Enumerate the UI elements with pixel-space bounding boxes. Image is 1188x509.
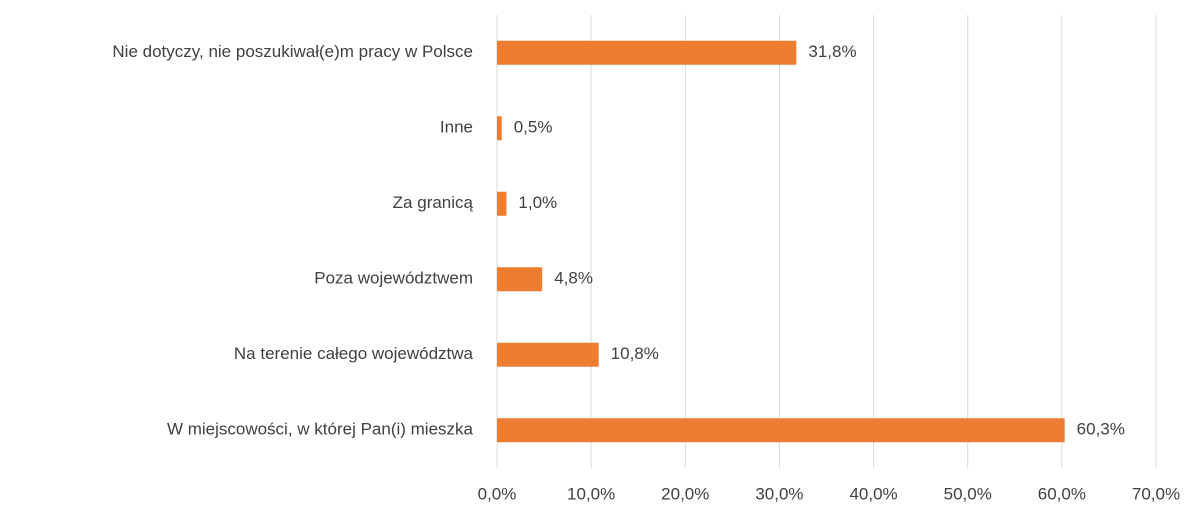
data-label: 31,8% (808, 42, 856, 61)
y-tick-label: W miejscowości, w której Pan(i) mieszka (167, 420, 474, 439)
x-tick-label: 60,0% (1038, 484, 1086, 503)
x-tick-label: 40,0% (849, 484, 897, 503)
x-tick-label: 20,0% (661, 484, 709, 503)
y-tick-label: Inne (440, 118, 473, 137)
y-tick-label: Na terenie całego województwa (234, 344, 474, 363)
data-label: 60,3% (1077, 420, 1125, 439)
bar (497, 191, 507, 216)
x-tick-label: 10,0% (567, 484, 615, 503)
y-tick-label: Za granicą (393, 193, 474, 212)
bar (497, 116, 502, 141)
bar (497, 267, 543, 292)
data-label: 0,5% (514, 118, 553, 137)
data-label: 10,8% (611, 344, 659, 363)
data-label: 4,8% (554, 269, 593, 288)
bar (497, 342, 599, 367)
bar (497, 418, 1065, 443)
x-tick-label: 70,0% (1132, 484, 1180, 503)
x-tick-label: 30,0% (755, 484, 803, 503)
bar (497, 40, 797, 65)
data-label: 1,0% (518, 193, 557, 212)
x-tick-label: 0,0% (478, 484, 517, 503)
x-tick-label: 50,0% (944, 484, 992, 503)
y-tick-label: Poza województwem (314, 269, 473, 288)
y-tick-label: Nie dotyczy, nie poszukiwał(e)m pracy w … (112, 42, 473, 61)
